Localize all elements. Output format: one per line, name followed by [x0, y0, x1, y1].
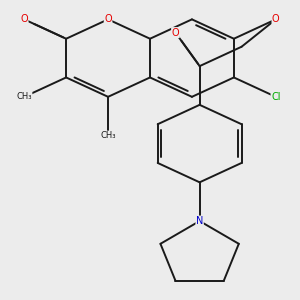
Text: Cl: Cl — [271, 92, 281, 102]
Text: O: O — [172, 28, 179, 38]
Text: CH₃: CH₃ — [100, 131, 116, 140]
Text: O: O — [104, 14, 112, 24]
Text: O: O — [272, 14, 280, 24]
Text: O: O — [20, 14, 28, 24]
Text: N: N — [196, 216, 203, 226]
Text: CH₃: CH₃ — [16, 92, 32, 101]
